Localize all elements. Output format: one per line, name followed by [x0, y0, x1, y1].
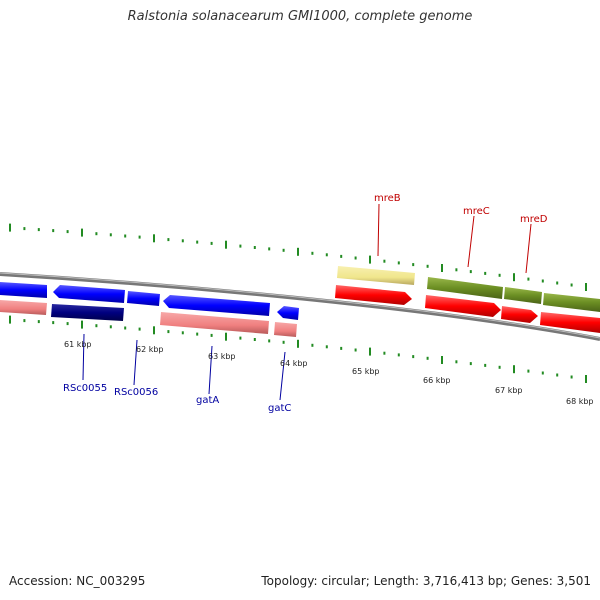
gene-label-gatA[interactable]: gatA: [196, 395, 219, 406]
tick-label-68: 68 kbp: [566, 397, 594, 406]
gene-next-arrow[interactable]: [540, 312, 600, 333]
genome-summary-text: Topology: circular; Length: 3,716,413 bp…: [261, 574, 591, 588]
tick-label-65: 65 kbp: [352, 367, 380, 376]
feature-green-1[interactable]: [427, 277, 503, 299]
accession-text: Accession: NC_003295: [9, 574, 146, 588]
tick-label-66: 66 kbp: [423, 376, 451, 385]
feature-left-pink[interactable]: [0, 300, 47, 315]
forward-features: [337, 266, 600, 312]
tick-label-67: 67 kbp: [495, 386, 523, 395]
gene-RSc0055-arrow[interactable]: [53, 285, 125, 303]
feature-left-blue[interactable]: [0, 282, 47, 298]
gene-label-RSc0055[interactable]: RSc0055: [63, 383, 107, 394]
feature-mreB-operon[interactable]: [337, 266, 415, 285]
gene-leaders: [82, 203, 532, 401]
genome-title: Ralstonia solanacearum GMI1000, complete…: [127, 9, 473, 24]
tick-labels: 61 kbp 62 kbp 63 kbp 64 kbp 65 kbp 66 kb…: [64, 340, 594, 406]
tick-label-62: 62 kbp: [136, 345, 164, 354]
gene-label-gatC[interactable]: gatC: [268, 403, 291, 414]
gene-gatC-arrow[interactable]: [277, 306, 299, 320]
genome-backbone: [0, 272, 600, 341]
forward-gene-arrows: [335, 285, 600, 333]
gene-gatA-arrow[interactable]: [163, 295, 270, 316]
tick-label-64: 64 kbp: [280, 359, 308, 368]
gene-label-RSc0056[interactable]: RSc0056: [114, 387, 158, 398]
gene-label-mreB[interactable]: mreB: [374, 193, 401, 204]
left-features: [0, 282, 299, 337]
gene-label-mreC[interactable]: mreC: [463, 206, 490, 217]
gene-label-mreD[interactable]: mreD: [520, 214, 548, 225]
tick-marks-upper: [9, 223, 587, 291]
gene-labels: mreB mreC mreD RSc0055 RSc0056 gatA gatC: [63, 193, 548, 414]
feature-RSc0055-navy[interactable]: [51, 304, 124, 321]
feature-gatA-pink[interactable]: [160, 312, 269, 334]
feature-green-3[interactable]: [543, 293, 600, 312]
gene-mreD-arrow[interactable]: [501, 306, 538, 323]
feature-green-2[interactable]: [504, 287, 542, 304]
tick-label-61: 61 kbp: [64, 340, 92, 349]
gene-mreC-arrow[interactable]: [425, 295, 501, 317]
gene-mreB-arrow[interactable]: [335, 285, 412, 305]
tick-label-63: 63 kbp: [208, 352, 236, 361]
feature-gatC-pink[interactable]: [274, 322, 297, 337]
tick-marks-lower: [9, 315, 587, 383]
gene-RSc0056-arrow[interactable]: [127, 291, 160, 306]
